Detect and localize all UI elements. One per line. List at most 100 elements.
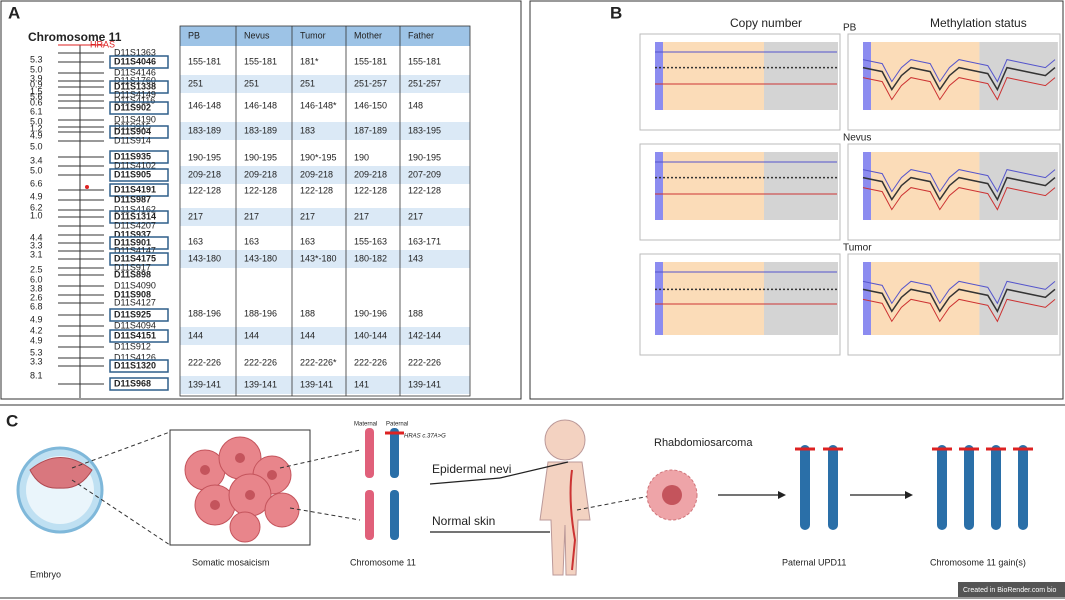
marker-label: D11S4127 bbox=[114, 297, 156, 307]
table-cell: 139-141 bbox=[188, 379, 221, 389]
marker-box bbox=[109, 252, 169, 266]
table-cell: 222-226 bbox=[408, 357, 441, 367]
label: Normal skin bbox=[432, 514, 495, 528]
panel-a-frame bbox=[0, 0, 522, 400]
table-cell: 139-141 bbox=[408, 379, 441, 389]
label: Embryo bbox=[30, 569, 61, 579]
table-cell: 139-141 bbox=[300, 379, 333, 389]
marker-label: D11S914 bbox=[114, 135, 151, 145]
table-cell: 207-209 bbox=[408, 169, 441, 179]
table-cell: 122-128 bbox=[408, 185, 441, 195]
label: HRAS c.37A>G bbox=[404, 434, 446, 440]
plot-region bbox=[655, 42, 663, 110]
plot-line bbox=[862, 59, 1056, 83]
table-header: PB bbox=[188, 30, 200, 40]
marker-label: D11S937 bbox=[114, 229, 151, 239]
credit: Created in BioRender.com bio bbox=[963, 587, 1056, 594]
marker-box bbox=[109, 236, 169, 250]
marker-box bbox=[109, 210, 169, 224]
table-cell: 183-195 bbox=[408, 125, 441, 135]
marker-label: D11S925 bbox=[114, 309, 151, 319]
distance-label: 3.8 bbox=[30, 283, 43, 293]
distance-label: 4.9 bbox=[30, 191, 43, 201]
distance-label: 6.2 bbox=[30, 202, 43, 212]
marker-label: D11S1314 bbox=[114, 211, 156, 221]
marker-label: D11S987 bbox=[114, 194, 151, 204]
table-cell: 222-226* bbox=[300, 357, 337, 367]
plot-region bbox=[863, 152, 871, 220]
label: Paternal bbox=[386, 422, 408, 428]
plot-region bbox=[863, 42, 871, 110]
table-cell: 140-144 bbox=[354, 330, 387, 340]
illustration bbox=[16, 419, 1065, 597]
table-cell: 222-226 bbox=[244, 357, 277, 367]
table-row-bg bbox=[180, 75, 470, 93]
table-cell: 142-144 bbox=[408, 330, 441, 340]
table-cell: 144 bbox=[244, 330, 259, 340]
distance-label: 3.4 bbox=[30, 155, 43, 165]
marker-label: D11S1338 bbox=[114, 81, 156, 91]
table-row-bg bbox=[180, 327, 470, 345]
marker-box bbox=[109, 168, 169, 182]
distance-label: 3.3 bbox=[30, 240, 43, 250]
marker-label: D11S4162 bbox=[114, 204, 156, 214]
marker-label: D11S4116 bbox=[114, 95, 155, 105]
table-header: Nevus bbox=[244, 30, 270, 40]
distance-label: 5.6 bbox=[30, 91, 43, 101]
table-cell: 122-128 bbox=[188, 185, 221, 195]
distance-label: 5.0 bbox=[30, 165, 43, 175]
marker-box bbox=[109, 377, 169, 391]
marker-label: D11S4190 bbox=[114, 114, 156, 124]
marker-label: D11S4151 bbox=[114, 330, 156, 340]
marker-box bbox=[109, 80, 169, 94]
table-cell: 163-171 bbox=[408, 236, 441, 246]
marker-label: D11S898 bbox=[114, 269, 151, 279]
distance-label: 3.3 bbox=[30, 356, 43, 366]
panel-label: A bbox=[8, 3, 20, 22]
table-row-bg bbox=[180, 208, 470, 226]
table-row-bg bbox=[180, 250, 470, 268]
table-cell: 155-181 bbox=[408, 56, 441, 66]
plot-line bbox=[862, 169, 1056, 193]
table-cell: 163 bbox=[244, 236, 259, 246]
distance-label: 6.1 bbox=[30, 106, 43, 116]
plot-line bbox=[862, 298, 1056, 323]
table-cell: 148 bbox=[408, 100, 423, 110]
panel-label: B bbox=[610, 3, 622, 22]
distance-label: 8.1 bbox=[30, 370, 43, 380]
table-cell: 143-180 bbox=[244, 253, 277, 263]
plot-region bbox=[863, 262, 871, 335]
table-cell: 187-189 bbox=[354, 125, 387, 135]
table-cell: 146-148 bbox=[244, 100, 277, 110]
plot-region bbox=[871, 42, 980, 110]
label: Chromosome 11 bbox=[350, 557, 416, 567]
distance-label: 1.2 bbox=[30, 123, 43, 133]
table-cell: 188 bbox=[300, 308, 315, 318]
marker-label: D11S4102 bbox=[114, 160, 156, 170]
table-cell: 146-148* bbox=[300, 100, 337, 110]
table-cell: 217 bbox=[244, 211, 259, 221]
marker-label: D11S904 bbox=[114, 126, 151, 136]
table-cell: 181* bbox=[300, 56, 319, 66]
table-cell: 251 bbox=[244, 78, 259, 88]
plot-region bbox=[663, 152, 764, 220]
table-cell: 146-148 bbox=[188, 100, 221, 110]
marker-label: D11S935 bbox=[114, 151, 151, 161]
table-cell: 190-195 bbox=[408, 152, 441, 162]
table-cell: 188 bbox=[408, 308, 423, 318]
table-cell: 163 bbox=[300, 236, 315, 246]
table-cell: 155-181 bbox=[354, 56, 387, 66]
plot-region bbox=[663, 262, 764, 335]
table-cell: 217 bbox=[408, 211, 423, 221]
distance-label: 3.9 bbox=[30, 73, 43, 83]
plot-line bbox=[862, 66, 1056, 92]
marker-label: D11S968 bbox=[114, 378, 151, 388]
plot-region bbox=[764, 262, 838, 335]
table-cell: 155-181 bbox=[244, 56, 277, 66]
table-header: Mother bbox=[354, 30, 382, 40]
table-header-bg bbox=[180, 26, 470, 46]
plot-line bbox=[862, 176, 1056, 202]
table-cell: 143*-180 bbox=[300, 253, 337, 263]
plot-region bbox=[655, 262, 663, 335]
marker-label: D11S912 bbox=[114, 341, 151, 351]
